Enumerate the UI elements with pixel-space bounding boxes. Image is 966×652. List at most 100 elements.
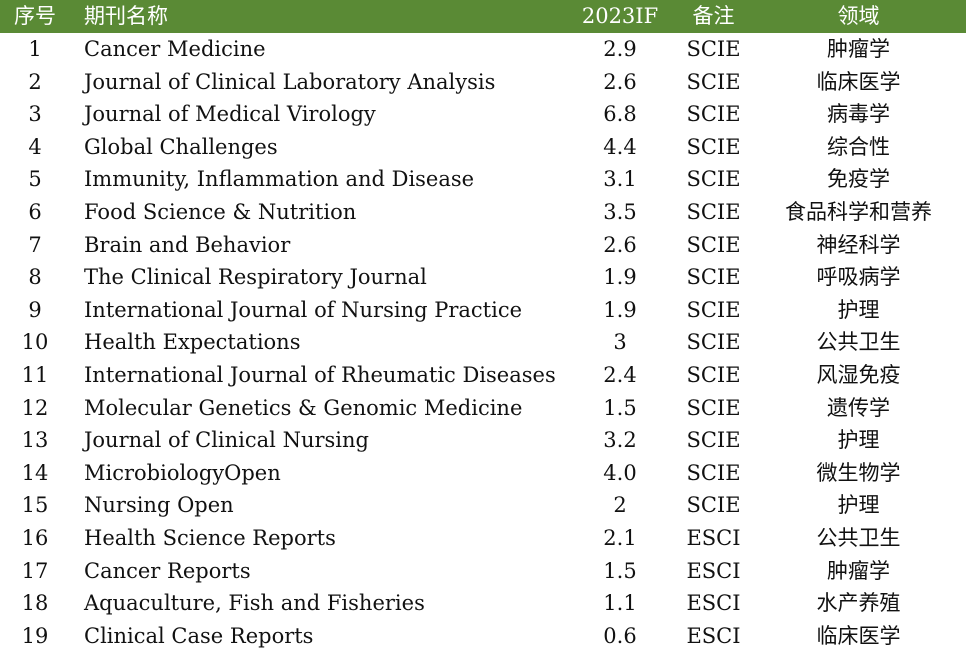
index-note: SCIE [686, 37, 741, 61]
row-number: 18 [21, 591, 49, 616]
journal-name: Clinical Case Reports [84, 623, 314, 648]
table-body: 1 Cancer Medicine 2.9 SCIE 肿瘤学 2 Journal of Cl… [0, 33, 966, 652]
impact-factor: 0.6 [603, 623, 637, 648]
journal-name: Nursing Open [84, 493, 234, 518]
research-field: 公共卫生 [816, 525, 901, 550]
row-number: 19 [21, 623, 49, 648]
research-field: 肿瘤学 [827, 37, 890, 61]
research-field: 护理 [837, 493, 880, 518]
research-field: 临床医学 [816, 623, 901, 648]
research-field: 肿瘤学 [827, 558, 890, 583]
impact-factor: 1.9 [603, 265, 637, 290]
impact-factor: 2.4 [603, 362, 637, 387]
table-row: 16 Health Science Reports 2.1 ESCI 公共卫生 [0, 522, 966, 555]
index-note: SCIE [686, 297, 741, 322]
journal-name: Immunity, Inflammation and Disease [84, 167, 475, 192]
research-field: 病毒学 [827, 102, 890, 127]
table-row: 9 International Journal of Nursing Practi… [0, 294, 966, 327]
row-number: 15 [21, 493, 49, 518]
index-note: ESCI [686, 558, 741, 583]
index-note: ESCI [686, 623, 741, 648]
row-number: 1 [28, 37, 42, 61]
research-field: 公共卫生 [816, 330, 901, 355]
table-row: 8 The Clinical Respiratory Journal 1.9 SCIE… [0, 261, 966, 294]
row-number: 10 [21, 330, 49, 355]
journal-name: Cancer Medicine [84, 37, 266, 61]
research-field: 呼吸病学 [816, 265, 901, 290]
research-field: 临床医学 [816, 69, 901, 94]
research-field: 风湿免疫 [816, 362, 901, 387]
header-note: 备注 [692, 4, 735, 28]
impact-factor: 3 [613, 330, 627, 355]
journal-name: Food Science & Nutrition [84, 199, 357, 224]
impact-factor: 1.5 [603, 395, 637, 420]
table-row: 3 Journal of Medical Virology 6.8 SCIE 病毒学 [0, 98, 966, 131]
index-note: SCIE [686, 134, 741, 159]
journal-name: Journal of Clinical Laboratory Analysis [84, 69, 496, 94]
impact-factor: 3.2 [603, 428, 637, 453]
table-row: 12 Molecular Genetics & Genomic Medicine 1… [0, 392, 966, 425]
row-number: 17 [21, 558, 49, 583]
row-number: 8 [28, 265, 42, 290]
index-note: SCIE [686, 493, 741, 518]
row-number: 9 [28, 297, 42, 322]
row-number: 14 [21, 460, 49, 485]
journal-name: Health Science Reports [84, 525, 336, 550]
journal-name: Aquaculture, Fish and Fisheries [84, 591, 425, 616]
impact-factor: 2.6 [603, 232, 637, 257]
journal-name: The Clinical Respiratory Journal [84, 265, 427, 290]
table-row: 13 Journal of Clinical Nursing 3.2 SCIE 护理 [0, 424, 966, 457]
table-row: 18 Aquaculture, Fish and Fisheries 1.1 ESCI… [0, 587, 966, 620]
research-field: 护理 [837, 297, 880, 322]
journal-name: Global Challenges [84, 134, 278, 159]
journal-name: Journal of Clinical Nursing [84, 428, 369, 453]
index-note: SCIE [686, 428, 741, 453]
table-row: 5 Immunity, Inflammation and Disease 3.1 SC… [0, 163, 966, 196]
header-row: 序号 期刊名称 2023IF 备注 领域 [0, 0, 966, 33]
index-note: SCIE [686, 330, 741, 355]
research-field: 微生物学 [816, 460, 901, 485]
table-row: 2 Journal of Clinical Laboratory Analysis… [0, 66, 966, 99]
row-number: 5 [28, 167, 42, 192]
table-row: 14 MicrobiologyOpen 4.0 SCIE 微生物学 [0, 457, 966, 490]
research-field: 综合性 [827, 134, 890, 159]
journal-name: Molecular Genetics & Genomic Medicine [84, 395, 523, 420]
row-number: 11 [21, 362, 49, 387]
research-field: 护理 [837, 428, 880, 453]
journal-name: MicrobiologyOpen [84, 460, 281, 485]
journal-name: Cancer Reports [84, 558, 251, 583]
impact-factor: 2.1 [603, 525, 637, 550]
row-number: 16 [21, 525, 49, 550]
table-row: 15 Nursing Open 2 SCIE 护理 [0, 489, 966, 522]
index-note: ESCI [686, 525, 741, 550]
header-journal-name: 期刊名称 [84, 4, 168, 28]
impact-factor: 1.5 [603, 558, 637, 583]
index-note: SCIE [686, 102, 741, 127]
journal-name: Health Expectations [84, 330, 301, 355]
index-note: SCIE [686, 69, 741, 94]
impact-factor: 1.9 [603, 297, 637, 322]
row-number: 7 [28, 232, 42, 257]
journal-name: International Journal of Nursing Practic… [84, 297, 523, 322]
index-note: ESCI [686, 591, 741, 616]
index-note: SCIE [686, 167, 741, 192]
impact-factor: 2.9 [603, 37, 637, 61]
header-impact-factor: 2023IF [581, 4, 659, 28]
impact-factor: 3.5 [603, 199, 637, 224]
table-row: 6 Food Science & Nutrition 3.5 SCIE 食品科学和营养 [0, 196, 966, 229]
research-field: 水产养殖 [816, 591, 901, 616]
research-field: 免疫学 [827, 167, 890, 192]
row-number: 4 [28, 134, 42, 159]
header-field: 领域 [837, 4, 880, 28]
table-header: 序号 期刊名称 2023IF 备注 领域 [0, 0, 966, 33]
impact-factor: 2 [613, 493, 627, 518]
research-field: 食品科学和营养 [785, 199, 932, 224]
index-note: SCIE [686, 199, 741, 224]
row-number: 6 [28, 199, 42, 224]
impact-factor: 3.1 [603, 167, 637, 192]
table-row: 4 Global Challenges 4.4 SCIE 综合性 [0, 131, 966, 164]
table-row: 10 Health Expectations 3 SCIE 公共卫生 [0, 326, 966, 359]
impact-factor: 2.6 [603, 69, 637, 94]
